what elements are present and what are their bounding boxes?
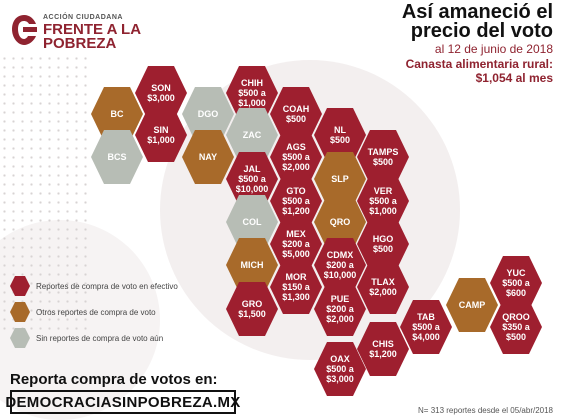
cta-url[interactable]: DEMOCRACIASINPOBREZA.MX [5, 390, 240, 414]
state-price: $10,000 [235, 184, 269, 194]
state-price: $3,000 [326, 374, 354, 384]
legend-label: Sin reportes de compra de voto aún [36, 333, 164, 343]
state-price: $500 a [282, 152, 310, 162]
state-hex-bcs: BCS [91, 130, 143, 184]
state-price: $2,000 [326, 314, 354, 324]
state-price: $1,200 [282, 206, 310, 216]
state-name: HGO [372, 234, 394, 244]
basket-value: $1,054 al mes [475, 71, 553, 85]
legend-label: Otros reportes de compra de voto [36, 307, 156, 317]
legend-item: Otros reportes de compra de voto [10, 302, 156, 322]
legend-swatch-icon [10, 302, 30, 322]
state-hex-camp: CAMP [446, 278, 498, 332]
state-hex-qroo: QROO $350 a $500 [490, 300, 542, 354]
state-price: $150 a [282, 282, 310, 292]
state-name: DGO [197, 109, 219, 119]
state-hex-nay: NAY [182, 130, 234, 184]
state-name: BC [110, 109, 124, 119]
state-hex-sin: SIN $1,000 [135, 108, 187, 162]
state-name: SIN [153, 125, 169, 135]
legend-swatch-icon [10, 276, 30, 296]
state-price: $500 a [238, 88, 266, 98]
state-price: $1,500 [238, 309, 266, 319]
state-name: AGS [286, 142, 306, 152]
state-name: OAX [330, 354, 350, 364]
legend-item: Reportes de compra de voto en efectivo [10, 276, 178, 296]
state-price: $500 a [369, 196, 397, 206]
state-name: YUC [506, 268, 526, 278]
state-hex-son: SON $3,000 [135, 66, 187, 120]
state-name: MOR [285, 272, 307, 282]
state-name: CHIS [372, 339, 394, 349]
state-price: $500 a [502, 278, 530, 288]
state-price: $1,000 [147, 135, 175, 145]
state-name: COL [242, 217, 262, 227]
state-name: MICH [240, 260, 264, 270]
state-price: $500 [505, 332, 527, 342]
state-price: $500 a [326, 364, 354, 374]
legend-label: Reportes de compra de voto en efectivo [36, 281, 178, 291]
basket-label: Canasta alimentaria rural: [405, 57, 553, 71]
state-price: $1,000 [369, 206, 397, 216]
legend-swatch-icon [10, 328, 30, 348]
state-price: $500 [285, 114, 307, 124]
state-name: MEX [286, 229, 306, 239]
footnote: N= 313 reportes desde el 05/abr/2018 [418, 406, 553, 415]
logo-title-line-1: FRENTE A LA [43, 21, 142, 38]
logo-title-line-2: POBREZA [43, 35, 117, 52]
state-name: QROO [502, 312, 530, 322]
state-price: $1,000 [238, 98, 266, 108]
cta-text: Reporta compra de votos en: [10, 371, 218, 388]
state-price: $500 a [282, 196, 310, 206]
logo-mark-icon [12, 15, 37, 45]
state-price: $10,000 [323, 270, 357, 280]
state-name: SLP [331, 174, 349, 184]
headline-line-1: Así amaneció el [401, 1, 553, 23]
state-name: ZAC [242, 130, 262, 140]
state-name: CDMX [326, 250, 354, 260]
state-name: JAL [243, 164, 261, 174]
state-price: $1,300 [282, 292, 310, 302]
state-name: TAB [417, 312, 435, 322]
state-price: $500 [372, 157, 394, 167]
state-price: $500 a [238, 174, 266, 184]
state-name: BCS [107, 152, 127, 162]
cta-url-text: DEMOCRACIASINPOBREZA.MX [5, 393, 241, 411]
state-name: NAY [198, 152, 218, 162]
state-name: COAH [282, 104, 310, 114]
state-price: $3,000 [147, 93, 175, 103]
state-price: $500 a [412, 322, 440, 332]
state-price: $500 [329, 135, 351, 145]
state-name: CAMP [458, 300, 486, 310]
headline-date: al 12 de junio de 2018 [434, 42, 553, 56]
state-price: $2,000 [369, 287, 397, 297]
state-name: GRO [241, 299, 263, 309]
state-price: $200 a [282, 239, 310, 249]
state-name: QRO [329, 217, 351, 227]
state-name: TAMPS [367, 147, 399, 157]
state-name: GTO [286, 186, 306, 196]
state-price: $200 a [326, 304, 354, 314]
state-name: CHIH [241, 78, 263, 88]
state-price: $350 a [502, 322, 530, 332]
headline-line-2: precio del voto [410, 20, 553, 42]
legend-item: Sin reportes de compra de voto aún [10, 328, 163, 348]
state-name: SON [151, 83, 171, 93]
logo-subtitle: ACCIÓN CIUDADANA [43, 14, 123, 21]
state-price: $200 a [326, 260, 354, 270]
state-price: $600 [505, 288, 527, 298]
state-price: $500 [372, 244, 394, 254]
state-name: TLAX [371, 277, 395, 287]
state-name: NL [334, 125, 346, 135]
state-name: PUE [330, 294, 350, 304]
state-price: $1,200 [369, 349, 397, 359]
state-price: $4,000 [412, 332, 440, 342]
state-name: VER [373, 186, 393, 196]
state-price: $5,000 [282, 249, 310, 259]
state-price: $2,000 [282, 162, 310, 172]
